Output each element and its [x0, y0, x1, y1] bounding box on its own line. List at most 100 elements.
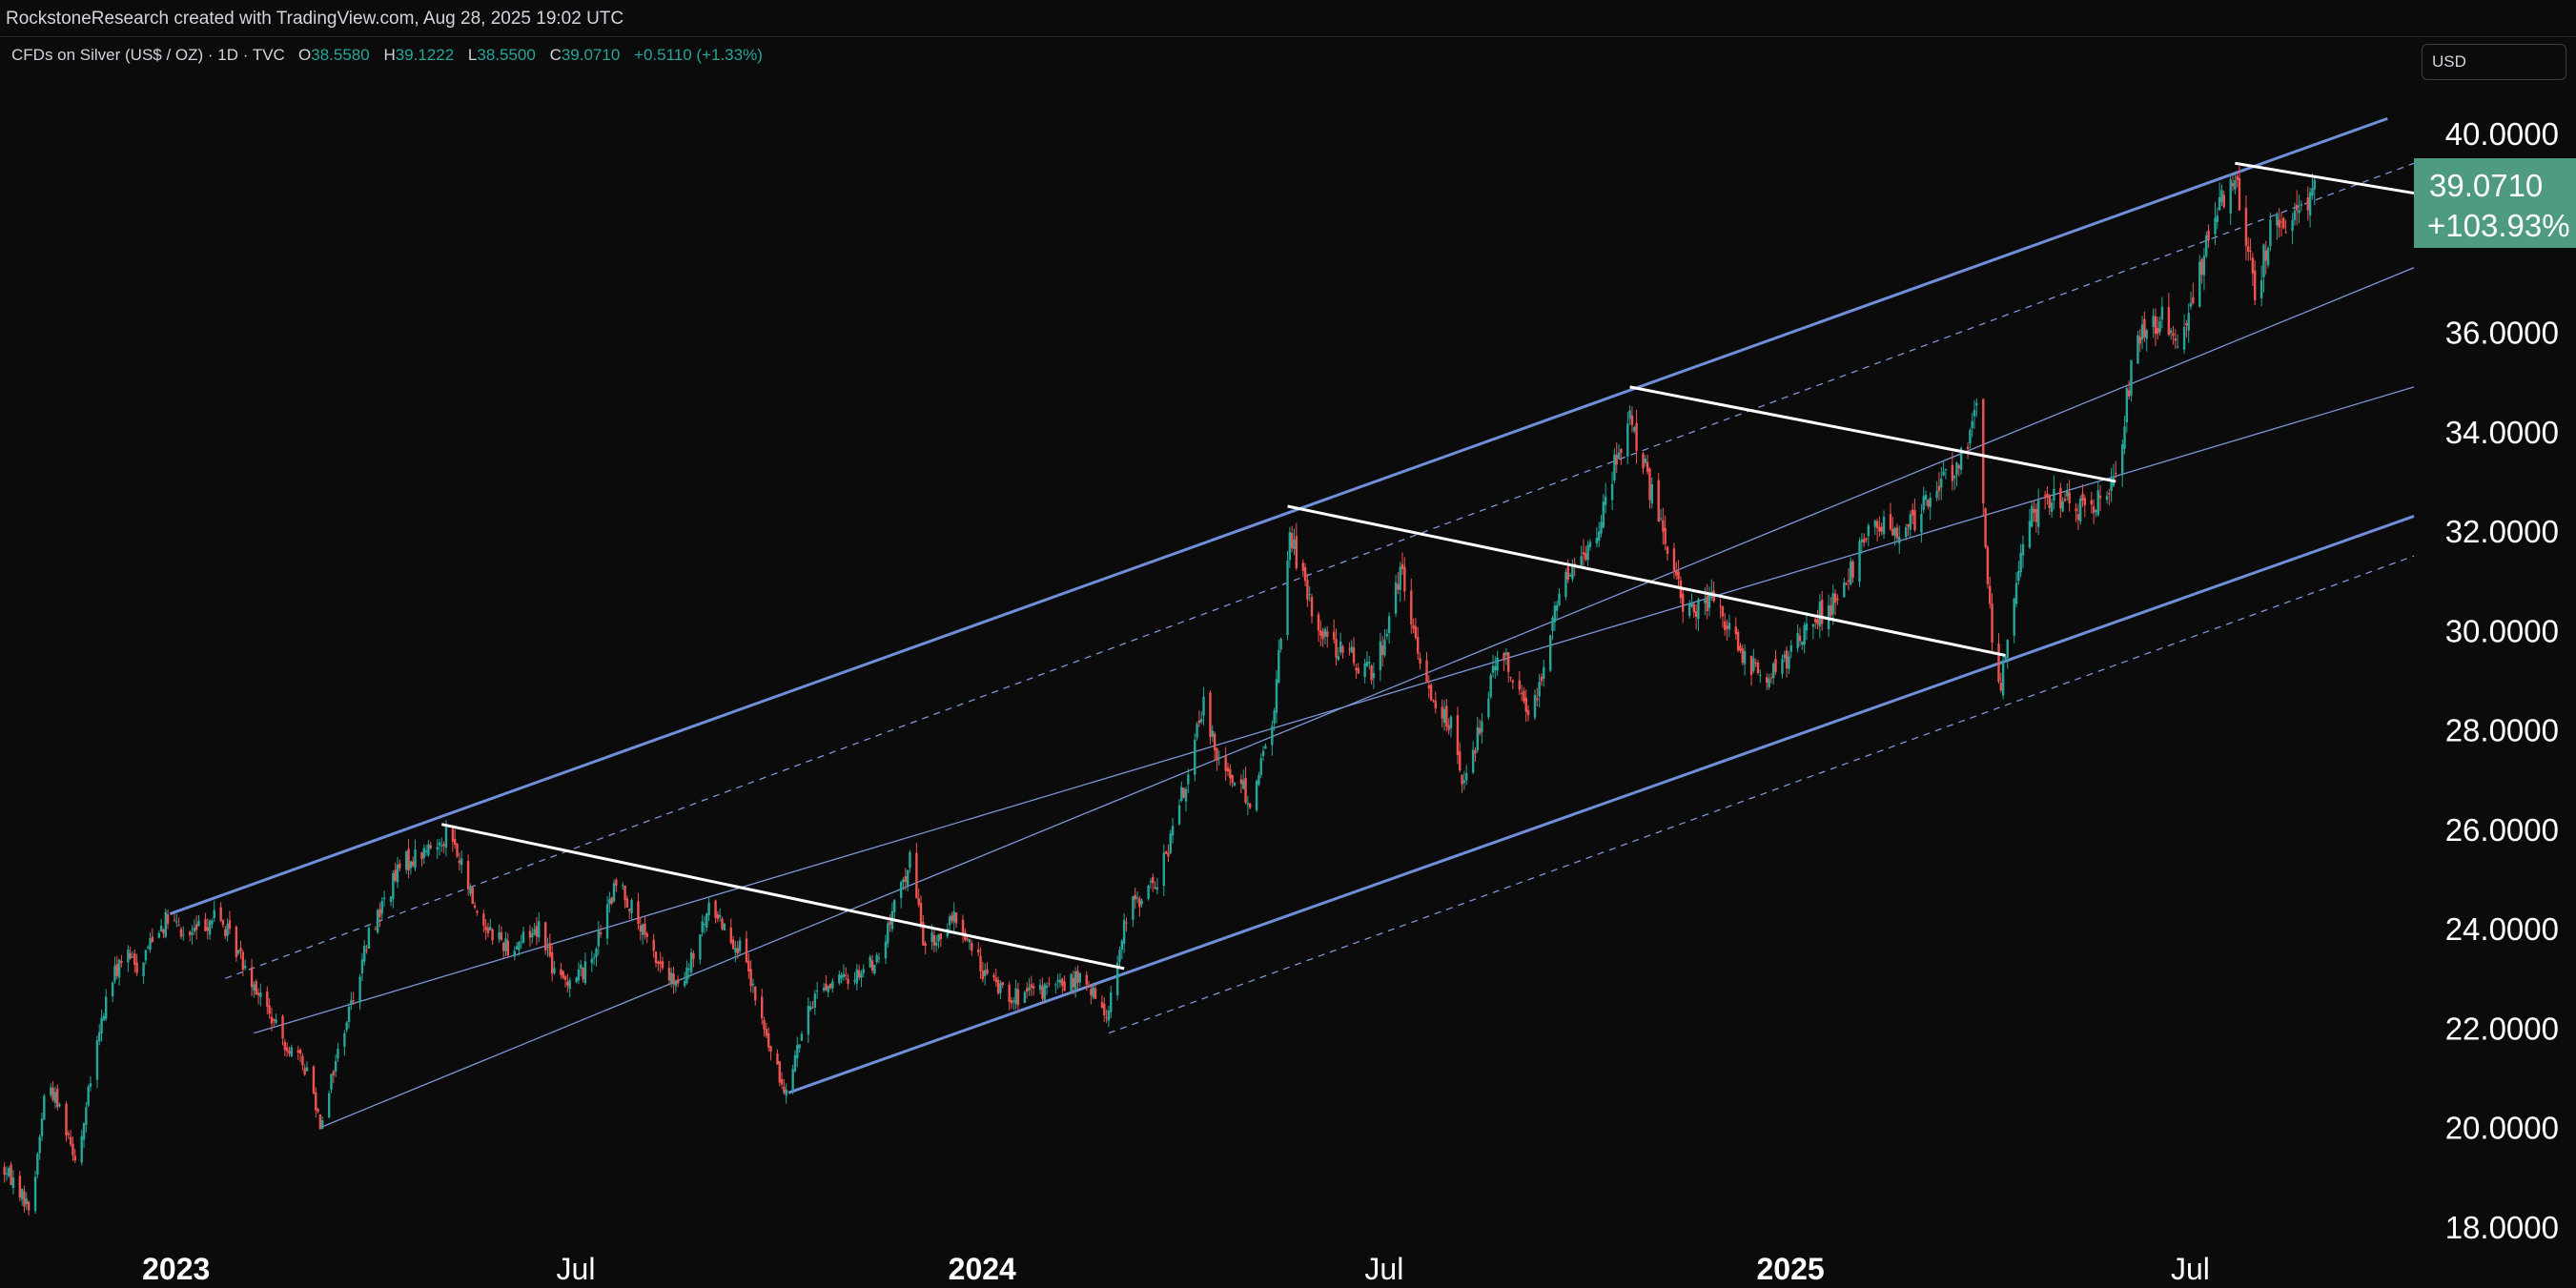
- candle: [1867, 522, 1871, 547]
- currency-selector[interactable]: USD: [2422, 44, 2566, 80]
- candle-body: [327, 1093, 331, 1117]
- candle-body: [590, 958, 594, 964]
- candle: [350, 992, 353, 1011]
- candle: [1873, 519, 1876, 536]
- candle: [1511, 679, 1515, 690]
- candle-body: [1164, 850, 1168, 854]
- candle-body: [796, 1045, 799, 1059]
- candle-body: [1339, 641, 1342, 653]
- candle: [1425, 652, 1428, 683]
- time-axis[interactable]: 2023 Jul 2024 Jul 2025 Jul: [142, 1252, 2210, 1286]
- candle: [1664, 515, 1666, 551]
- candle: [135, 953, 138, 976]
- candle-body: [85, 1107, 88, 1125]
- candle-body: [1197, 720, 1201, 724]
- candle-body: [1489, 675, 1492, 698]
- candle-body: [382, 897, 386, 900]
- symbol-title[interactable]: CFDs on Silver (US$ / OZ) · 1D · TVC: [11, 46, 285, 64]
- candle: [1317, 611, 1320, 643]
- candle-body: [1891, 528, 1894, 536]
- candle: [1533, 689, 1537, 721]
- candle-body: [1445, 705, 1448, 727]
- time-tick-label: 2025: [1757, 1252, 1825, 1286]
- candle-body: [482, 913, 485, 926]
- candle: [1461, 774, 1463, 793]
- candle: [731, 935, 735, 950]
- candle: [1752, 648, 1755, 674]
- candle: [85, 1101, 88, 1133]
- candle: [862, 964, 865, 978]
- candle-body: [1200, 719, 1203, 723]
- candle-body: [1368, 662, 1371, 664]
- candle: [466, 854, 470, 896]
- candle-body: [624, 885, 626, 901]
- candle-body: [2269, 219, 2272, 247]
- candle: [312, 1064, 316, 1095]
- candle: [228, 910, 232, 934]
- candle: [1167, 844, 1170, 862]
- candle: [761, 989, 764, 1025]
- candle: [1687, 600, 1691, 619]
- candle: [1538, 673, 1541, 708]
- candle: [1076, 965, 1079, 991]
- candle-body: [738, 940, 742, 951]
- candle: [1875, 518, 1879, 542]
- candle: [456, 843, 459, 858]
- candle: [69, 1130, 72, 1147]
- candle-body: [2300, 204, 2303, 206]
- candle: [924, 940, 927, 955]
- candle: [1564, 568, 1567, 601]
- candle-body: [1584, 553, 1587, 560]
- price-axis[interactable]: 40.000036.000034.000032.000030.000028.00…: [2445, 116, 2559, 1245]
- candle-body: [996, 979, 1000, 994]
- candle-body: [1317, 614, 1320, 631]
- candle: [1100, 995, 1104, 1010]
- candle: [2264, 240, 2267, 275]
- candle-body: [115, 964, 118, 976]
- candle-body: [1966, 446, 1970, 449]
- candle-body: [1400, 563, 1404, 569]
- candle: [776, 1049, 779, 1065]
- candle: [144, 950, 148, 965]
- candle: [566, 973, 569, 992]
- candle: [531, 927, 534, 944]
- candle-body: [1056, 979, 1059, 982]
- candle-body: [1805, 623, 1809, 631]
- candle: [1072, 971, 1075, 995]
- candle: [1110, 986, 1113, 1019]
- candle-body: [23, 1191, 26, 1207]
- candle-body: [838, 974, 841, 984]
- candle-body: [566, 981, 569, 986]
- candle-body: [1924, 495, 1928, 501]
- candle-body: [1724, 621, 1727, 630]
- candle-body: [1045, 986, 1049, 988]
- time-tick-label: Jul: [557, 1252, 596, 1286]
- low-value: 38.5500: [477, 46, 536, 64]
- candle-body: [1728, 623, 1731, 630]
- candle: [747, 952, 750, 979]
- candle: [1847, 567, 1850, 591]
- candle: [754, 986, 757, 1006]
- candle-body: [1858, 541, 1861, 583]
- candle-body: [2110, 481, 2113, 492]
- candle: [1092, 983, 1094, 1000]
- candle-body: [922, 921, 925, 946]
- candle: [429, 842, 432, 850]
- candle: [460, 850, 463, 874]
- time-tick-label: 2024: [949, 1252, 1016, 1286]
- candle-body: [2048, 496, 2051, 509]
- candle: [2218, 182, 2221, 211]
- candle: [120, 954, 123, 968]
- candle-body: [1427, 685, 1431, 689]
- candle: [1766, 673, 1768, 690]
- candle-body: [1275, 679, 1278, 713]
- candle-body: [442, 844, 445, 847]
- candle-body: [20, 1189, 24, 1200]
- candle: [1125, 917, 1128, 932]
- candle: [2108, 488, 2111, 506]
- candle: [1635, 409, 1638, 464]
- candle: [1290, 525, 1294, 553]
- candle: [504, 931, 507, 957]
- candle-body: [2189, 302, 2193, 307]
